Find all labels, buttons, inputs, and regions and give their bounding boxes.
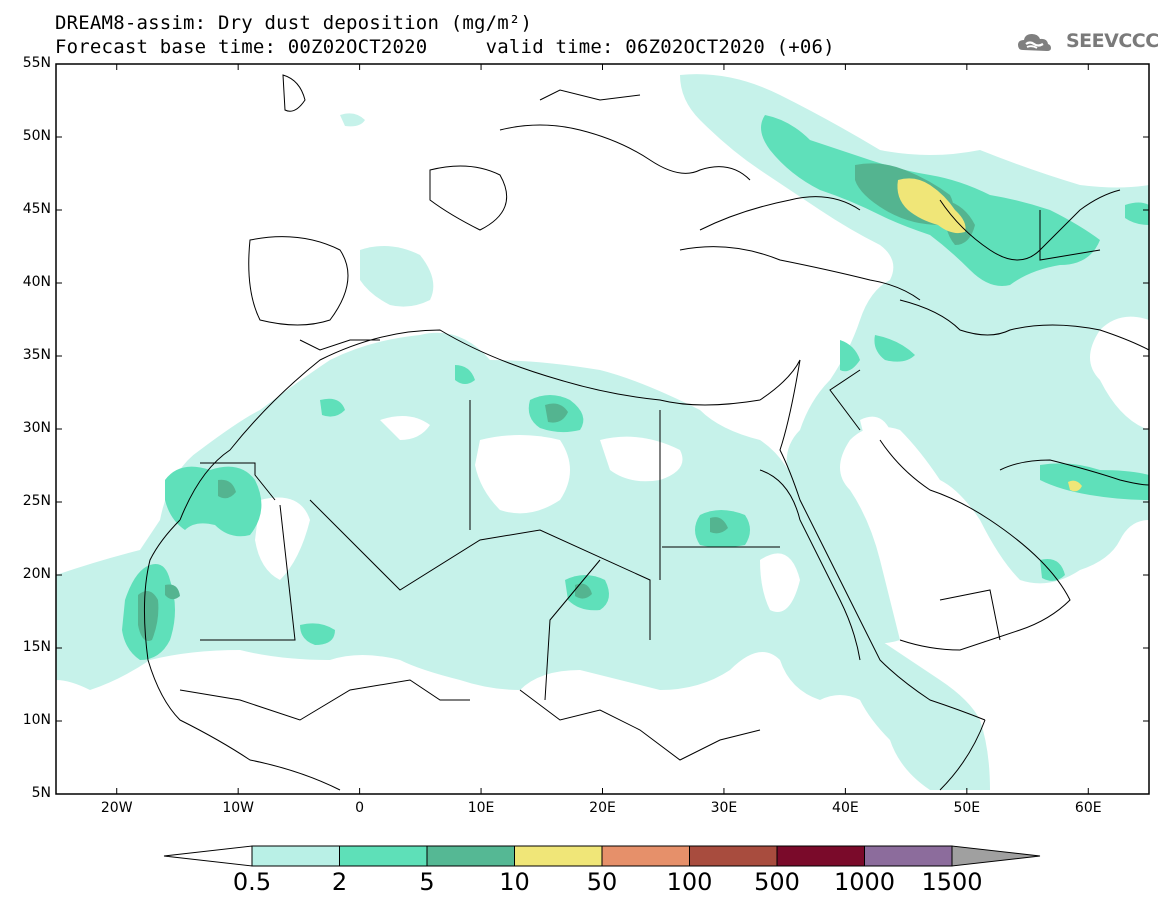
- map-frame: [55, 63, 1150, 795]
- lat-tick-label: 25N: [22, 493, 51, 509]
- lat-tick-label: 55N: [22, 55, 51, 71]
- colorbar-under-triangle: [163, 845, 253, 867]
- colorbar-segment: [776, 845, 865, 867]
- lon-tick-label: 20W: [100, 800, 133, 816]
- colorbar-label: 5: [419, 868, 435, 896]
- colorbar-segment: [601, 845, 690, 867]
- lon-tick-label: 0: [355, 800, 365, 816]
- colorbar-segment: [339, 845, 428, 867]
- colorbar-over-triangle: [951, 845, 1041, 867]
- cloud-icon: [1018, 34, 1051, 51]
- lon-tick-label: 10E: [467, 800, 495, 816]
- dust-deposition-field: [56, 74, 1149, 790]
- lon-tick-label: 20E: [589, 800, 616, 816]
- colorbar-label: 1500: [921, 868, 983, 896]
- colorbar-label: 500: [754, 868, 800, 896]
- dust-level-0.5-2: [56, 74, 1149, 790]
- colorbar-segment: [864, 845, 953, 867]
- colorbar-label: 100: [666, 868, 713, 896]
- forecast-time-line: Forecast base time: 00Z02OCT2020 valid t…: [55, 36, 835, 58]
- lat-tick-label: 15N: [22, 639, 51, 655]
- colorbar-label: 10: [499, 868, 530, 896]
- lon-tick-label: 40E: [832, 800, 859, 816]
- lat-tick-label: 20N: [22, 566, 51, 582]
- colorbar-segment: [689, 845, 778, 867]
- lon-tick-label: 60E: [1074, 800, 1102, 816]
- lat-tick-label: 30N: [22, 420, 51, 436]
- colorbar-label: 1000: [833, 868, 896, 896]
- dust-field-gaps: [255, 416, 890, 612]
- lat-tick-label: 5N: [31, 785, 51, 801]
- colorbar: [163, 845, 1041, 867]
- dust-level-10-50: [897, 178, 1082, 492]
- coastlines-and-borders: [143, 74, 1149, 791]
- colorbar-label: 2: [331, 868, 348, 896]
- colorbar-label: 50: [586, 868, 618, 896]
- seevccc-logo-text: SEEVCCC: [1066, 30, 1159, 52]
- colorbar-segment: [251, 845, 340, 867]
- colorbar-segment: [514, 845, 603, 867]
- lat-tick-label: 50N: [22, 128, 51, 144]
- lat-tick-label: 35N: [22, 347, 51, 363]
- lon-tick-label: 10W: [222, 800, 254, 816]
- colorbar-segment: [426, 845, 515, 867]
- lat-tick-label: 45N: [22, 201, 51, 217]
- lat-tick-label: 40N: [22, 274, 51, 290]
- colorbar-label: 0.5: [232, 868, 272, 896]
- lat-tick-label: 10N: [22, 712, 51, 728]
- lon-tick-label: 50E: [953, 800, 981, 816]
- lon-tick-label: 30E: [710, 800, 738, 816]
- map-title: DREAM8-assim: Dry dust deposition (mg/m²…: [55, 12, 533, 34]
